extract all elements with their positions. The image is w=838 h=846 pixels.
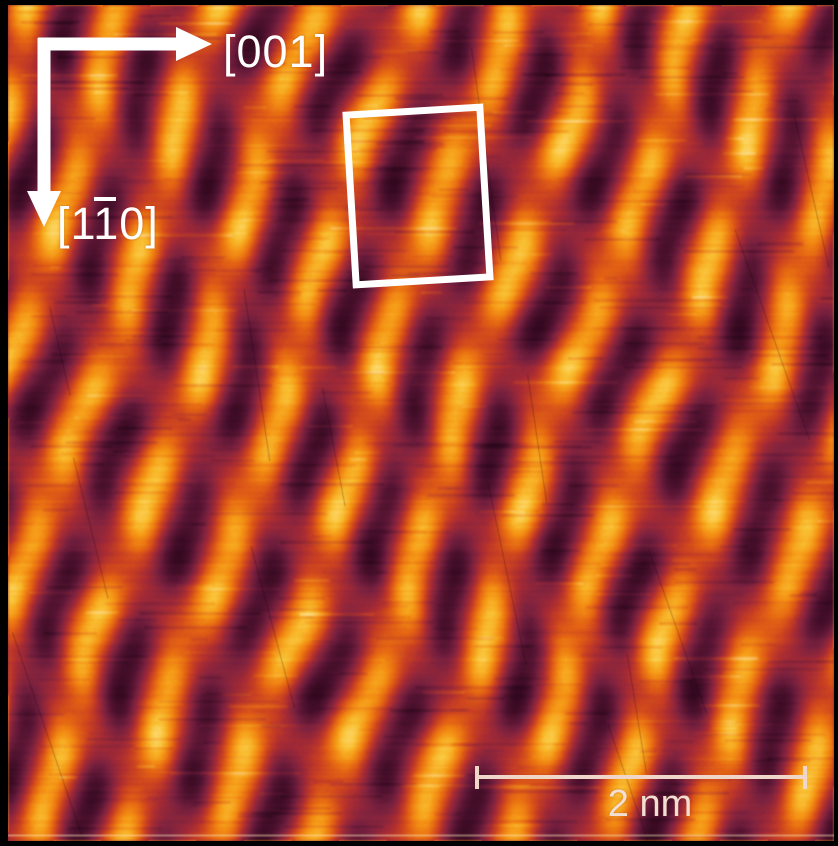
axis-label-110-overbar-digit: 1 [93, 198, 120, 249]
stm-topography-canvas [8, 5, 834, 841]
stm-image: [001] [110] 2 nm [8, 5, 834, 841]
axis-label-110-pre: [1 [57, 198, 94, 249]
scale-bar-label: 2 nm [607, 783, 693, 825]
axis-label-110-post: 0] [119, 198, 159, 249]
axis-label-110: [110] [57, 201, 159, 246]
axis-label-001: [001] [223, 26, 329, 77]
